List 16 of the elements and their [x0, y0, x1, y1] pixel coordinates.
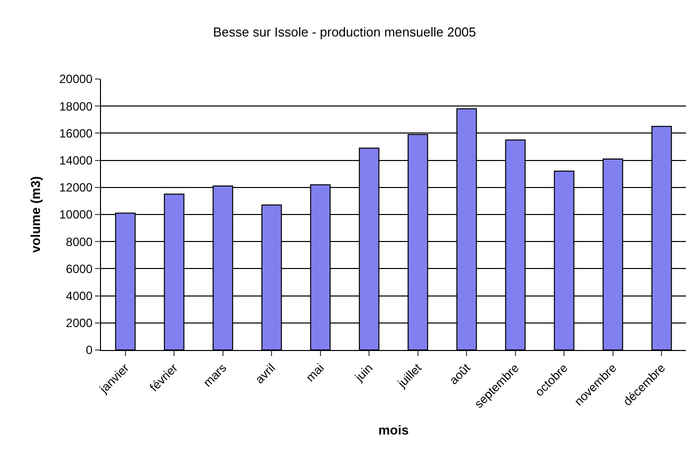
y-tick-label: 4000	[66, 289, 93, 303]
chart-title: Besse sur Issole - production mensuelle 2005	[212, 24, 476, 40]
x-tick-label: juin	[352, 360, 376, 385]
y-axis-title: volume (m3)	[28, 176, 44, 253]
y-tick-label: 18000	[59, 99, 93, 114]
y-tick-label: 16000	[59, 126, 93, 140]
y-tick-label: 8000	[66, 234, 93, 249]
y-tick-label: 0	[86, 343, 93, 358]
y-tick-label: 12000	[59, 180, 93, 195]
y-tick-label: 20000	[59, 72, 93, 86]
y-tick-label: 14000	[59, 154, 93, 168]
x-axis-title: mois	[378, 422, 409, 438]
x-tick-label: mai	[303, 360, 327, 384]
y-tick-label: 10000	[59, 208, 93, 222]
y-tick-label: 6000	[66, 262, 93, 276]
y-tick-label: 2000	[66, 316, 93, 330]
